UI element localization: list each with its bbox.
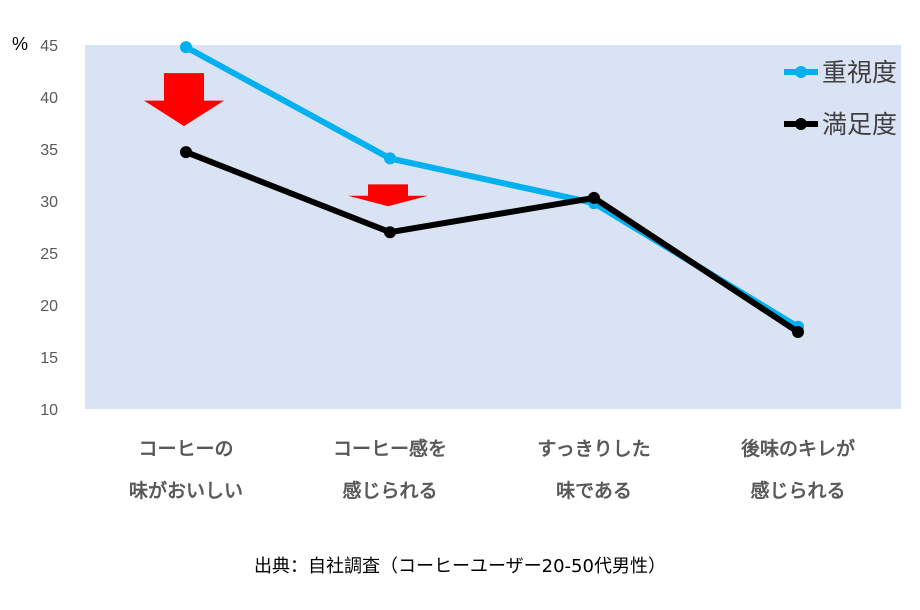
y-tick-label: 25 [40, 246, 58, 263]
legend-label: 重視度 [822, 58, 897, 87]
y-tick-label: 35 [40, 142, 58, 159]
decline-arrow [348, 184, 428, 207]
y-tick-label: 15 [40, 350, 58, 367]
y-tick-label: 45 [40, 38, 58, 55]
x-category-label: 後味のキレが [741, 437, 855, 460]
source-note: 出典：自社調査（コーヒーユーザー20-50代男性） [254, 556, 666, 577]
x-category-label: 味である [556, 480, 632, 502]
x-category-label: コーヒー感を [333, 437, 447, 460]
x-category-label: コーヒーの [138, 438, 233, 460]
series-1-point [384, 152, 396, 165]
y-tick-label: 10 [40, 402, 58, 419]
series-2-point [792, 326, 804, 338]
plot-area [85, 45, 901, 409]
x-category-label: 味がおいしい [129, 479, 243, 502]
y-tick-label: 30 [40, 194, 58, 211]
legend-label: 満足度 [822, 110, 897, 139]
decline-arrow [144, 73, 224, 127]
y-tick-label: 20 [40, 298, 58, 315]
legend-swatch-marker [795, 66, 807, 78]
series-1-point [180, 41, 192, 54]
x-category-label: 感じられる [750, 479, 845, 502]
series-line-2 [183, 149, 801, 335]
series-2-point [384, 226, 396, 239]
legend-swatch-marker [795, 118, 807, 130]
x-category-label: すっきりした [537, 438, 650, 460]
y-axis-unit: % [12, 34, 28, 54]
x-category-label: 感じられる [342, 479, 437, 502]
series-2-point [588, 191, 600, 204]
series-2-point [180, 146, 192, 159]
y-tick-label: 40 [40, 90, 58, 107]
